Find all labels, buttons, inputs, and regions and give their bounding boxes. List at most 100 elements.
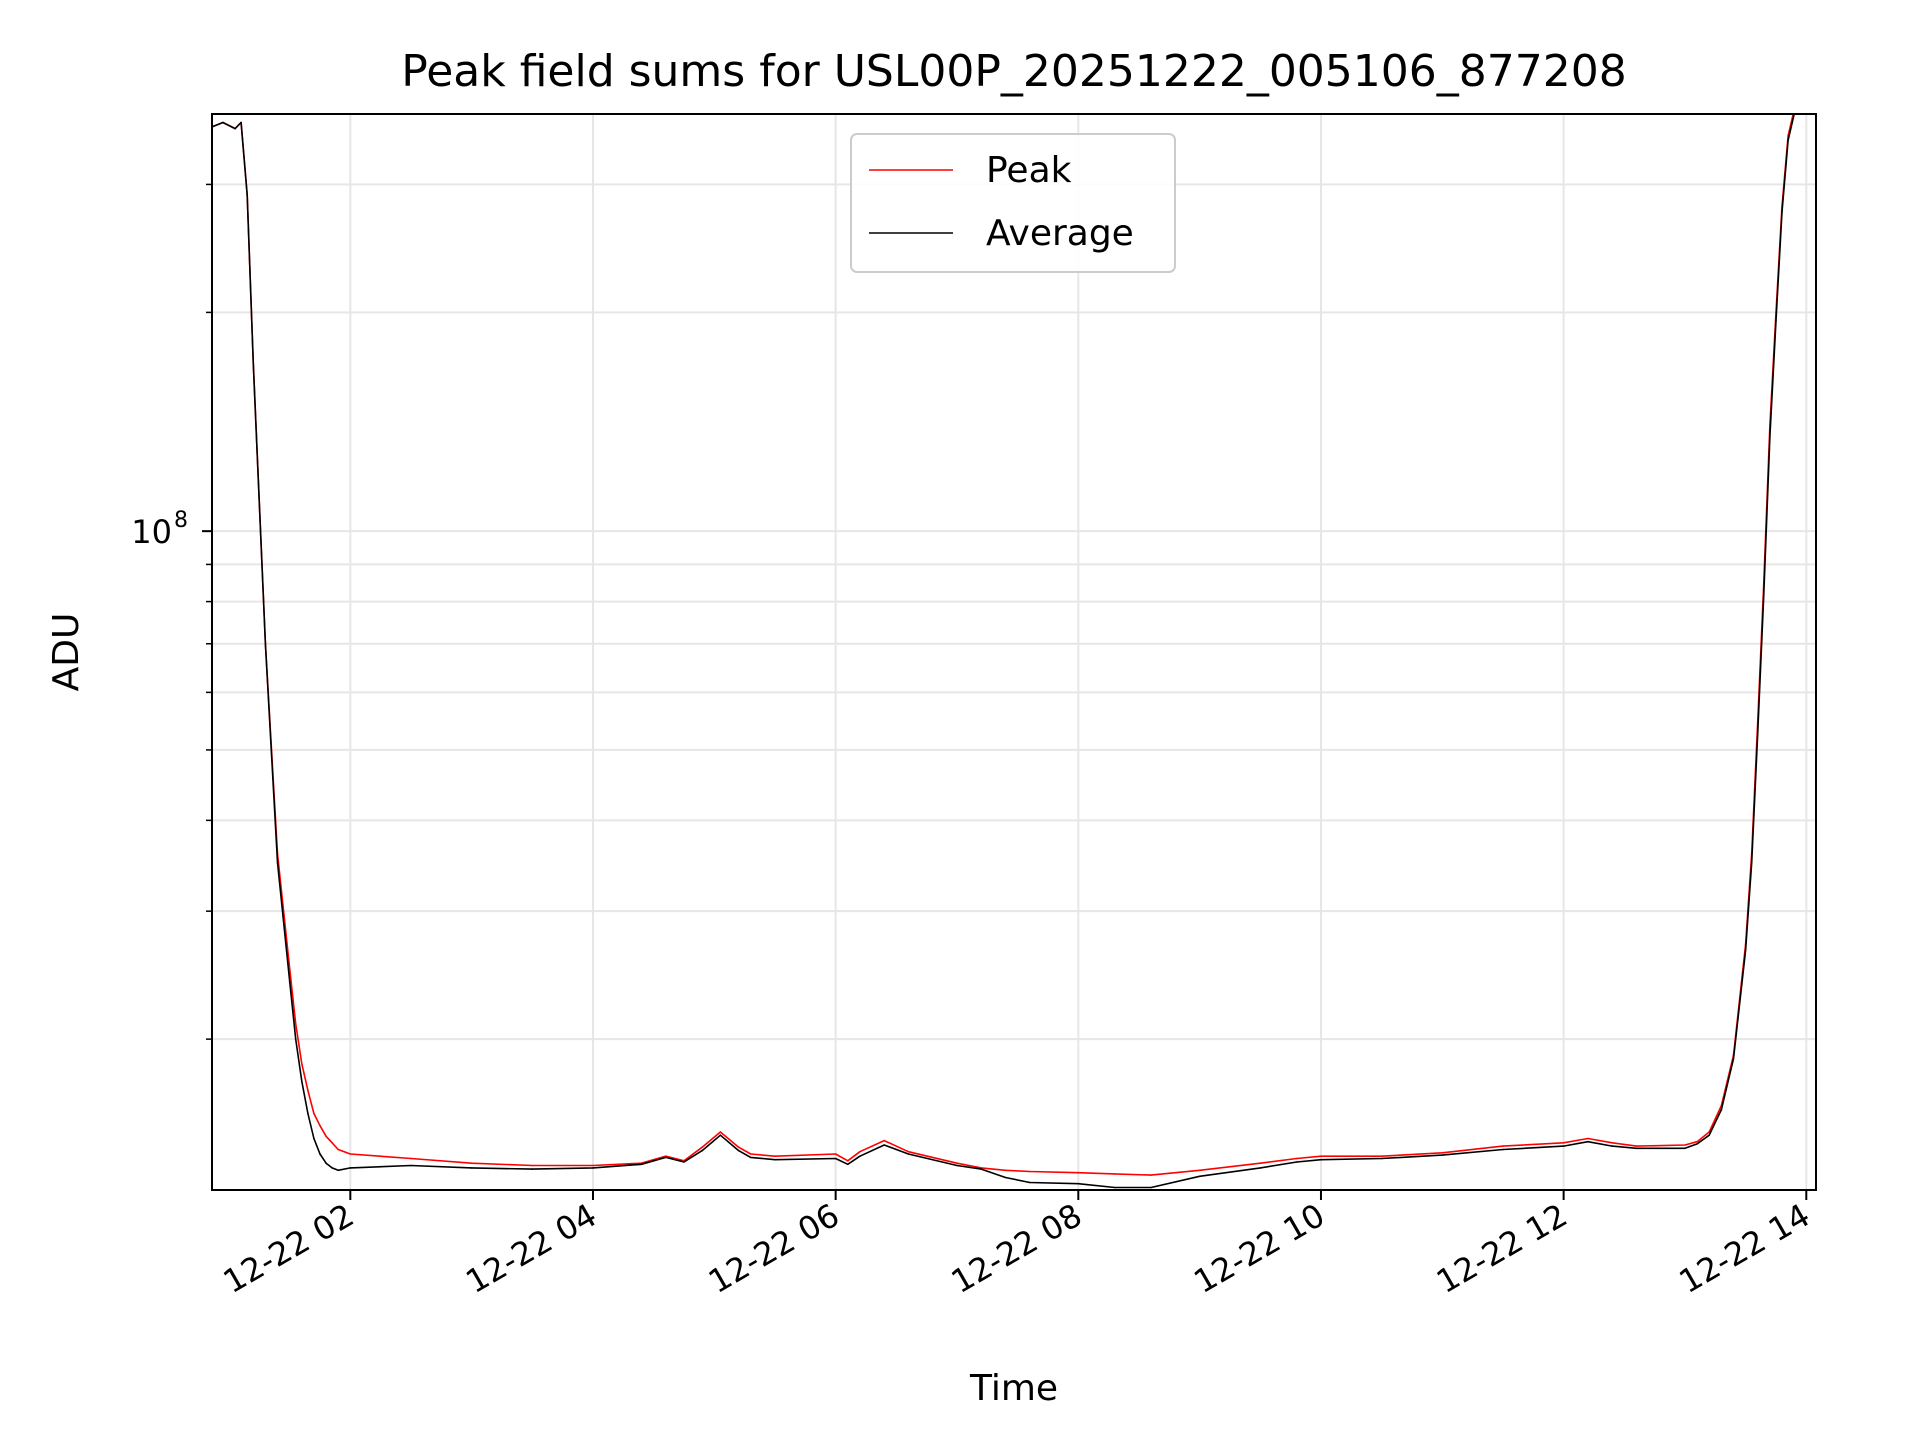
data-point-peak <box>956 1162 958 1164</box>
data-point-average <box>683 1161 685 1163</box>
data-point-average <box>1150 1186 1152 1189</box>
data-point-peak <box>313 1112 315 1115</box>
data-point-peak <box>1684 1144 1686 1146</box>
data-point-peak <box>592 1164 594 1167</box>
data-point-peak <box>701 1146 703 1148</box>
data-point-peak <box>1696 1140 1698 1143</box>
data-point-average <box>907 1153 910 1155</box>
data-point-average <box>1441 1154 1444 1156</box>
data-point-average <box>859 1155 861 1157</box>
data-point-average <box>1769 435 1771 438</box>
data-point-peak <box>1004 1169 1007 1172</box>
y-tick-label-exponent: 8 <box>174 508 188 533</box>
data-point-average <box>1587 1140 1589 1143</box>
data-point-average <box>1562 1145 1565 1147</box>
data-point-average <box>1744 949 1747 952</box>
data-point-peak <box>294 1022 297 1025</box>
data-point-average <box>980 1168 982 1170</box>
data-point-average <box>1611 1145 1613 1147</box>
y-axis-ticks: 10 8 <box>131 183 212 1040</box>
data-point-average <box>240 121 242 124</box>
data-point-average <box>313 1137 315 1140</box>
data-point-average <box>1720 1108 1723 1111</box>
data-point-average <box>1781 211 1783 213</box>
data-point-peak <box>1198 1169 1201 1172</box>
data-point-average <box>1732 1057 1735 1060</box>
data-point-average <box>719 1134 722 1136</box>
data-point-peak <box>737 1146 740 1148</box>
data-point-average <box>956 1164 958 1167</box>
data-point-average <box>288 980 291 983</box>
legend: Peak Average <box>850 133 1176 273</box>
data-point-average <box>410 1164 412 1167</box>
data-point-average <box>1757 730 1759 733</box>
data-point-average <box>276 861 279 864</box>
data-point-peak <box>883 1139 885 1142</box>
data-point-average <box>294 1038 297 1040</box>
data-point-average <box>1502 1148 1504 1151</box>
data-point-average <box>307 1112 309 1115</box>
data-point-average <box>1295 1161 1298 1163</box>
legend-box <box>850 133 1176 273</box>
data-point-peak <box>349 1153 352 1155</box>
series-line-peak <box>212 114 1795 1176</box>
data-point-peak <box>288 967 291 970</box>
data-point-peak <box>1806 93 1808 95</box>
data-point-peak <box>1295 1157 1298 1160</box>
data-point-average <box>222 121 224 124</box>
data-point-average <box>470 1167 473 1169</box>
data-point-average <box>883 1144 885 1146</box>
y-axis-label: ADU <box>46 613 87 692</box>
data-point-peak <box>1150 1174 1152 1176</box>
data-point-average <box>1750 861 1753 864</box>
x-tick-label: 12-22 08 <box>945 1196 1089 1301</box>
data-point-average <box>301 1080 303 1083</box>
data-point-peak <box>1029 1170 1031 1173</box>
x-tick-label: 12-22 14 <box>1673 1196 1817 1301</box>
x-tick-label: 12-22 04 <box>459 1196 603 1301</box>
data-point-peak <box>1502 1145 1504 1147</box>
data-point-average <box>592 1167 594 1169</box>
data-point-peak <box>1611 1142 1613 1144</box>
data-point-average <box>252 362 255 365</box>
data-point-average <box>1763 593 1765 595</box>
x-tick-label: 12-22 10 <box>1187 1196 1331 1301</box>
series-line-average <box>212 114 1796 1189</box>
data-point-peak <box>774 1155 776 1157</box>
data-point-peak <box>319 1124 321 1127</box>
data-point-average <box>319 1153 321 1155</box>
data-point-average <box>1029 1181 1031 1184</box>
plot-lines <box>212 93 1808 1189</box>
data-point-peak <box>1441 1152 1444 1154</box>
legend-label-average: Average <box>986 213 1134 254</box>
data-point-peak <box>301 1062 303 1065</box>
legend-label-peak: Peak <box>986 150 1072 191</box>
data-point-peak <box>1320 1155 1322 1157</box>
data-point-peak <box>1077 1171 1080 1174</box>
data-point-peak <box>1113 1173 1116 1175</box>
data-point-peak <box>1708 1131 1710 1133</box>
data-point-peak <box>337 1148 340 1151</box>
x-tick-label: 12-22 06 <box>702 1196 846 1301</box>
data-point-average <box>847 1163 849 1166</box>
data-point-peak <box>1380 1155 1383 1157</box>
data-point-average <box>1787 139 1789 142</box>
data-point-average <box>749 1156 752 1159</box>
data-point-average <box>349 1167 352 1169</box>
data-point-average <box>1708 1134 1710 1136</box>
data-point-average <box>640 1163 643 1166</box>
data-point-peak <box>470 1162 473 1164</box>
data-point-peak <box>531 1164 534 1167</box>
data-point-average <box>834 1157 837 1160</box>
y-tick-label: 10 8 <box>131 508 188 551</box>
data-point-average <box>325 1162 327 1164</box>
x-axis-ticks: 12-22 02 12-22 04 12-22 06 12-22 08 12-22 10… <box>217 1190 1817 1301</box>
data-point-average <box>264 642 267 645</box>
data-point-peak <box>1587 1137 1589 1140</box>
data-point-average <box>774 1158 776 1161</box>
data-point-average <box>1684 1147 1686 1150</box>
data-point-average <box>234 127 236 130</box>
data-point-average <box>1775 319 1777 322</box>
data-point-peak <box>1635 1145 1638 1147</box>
